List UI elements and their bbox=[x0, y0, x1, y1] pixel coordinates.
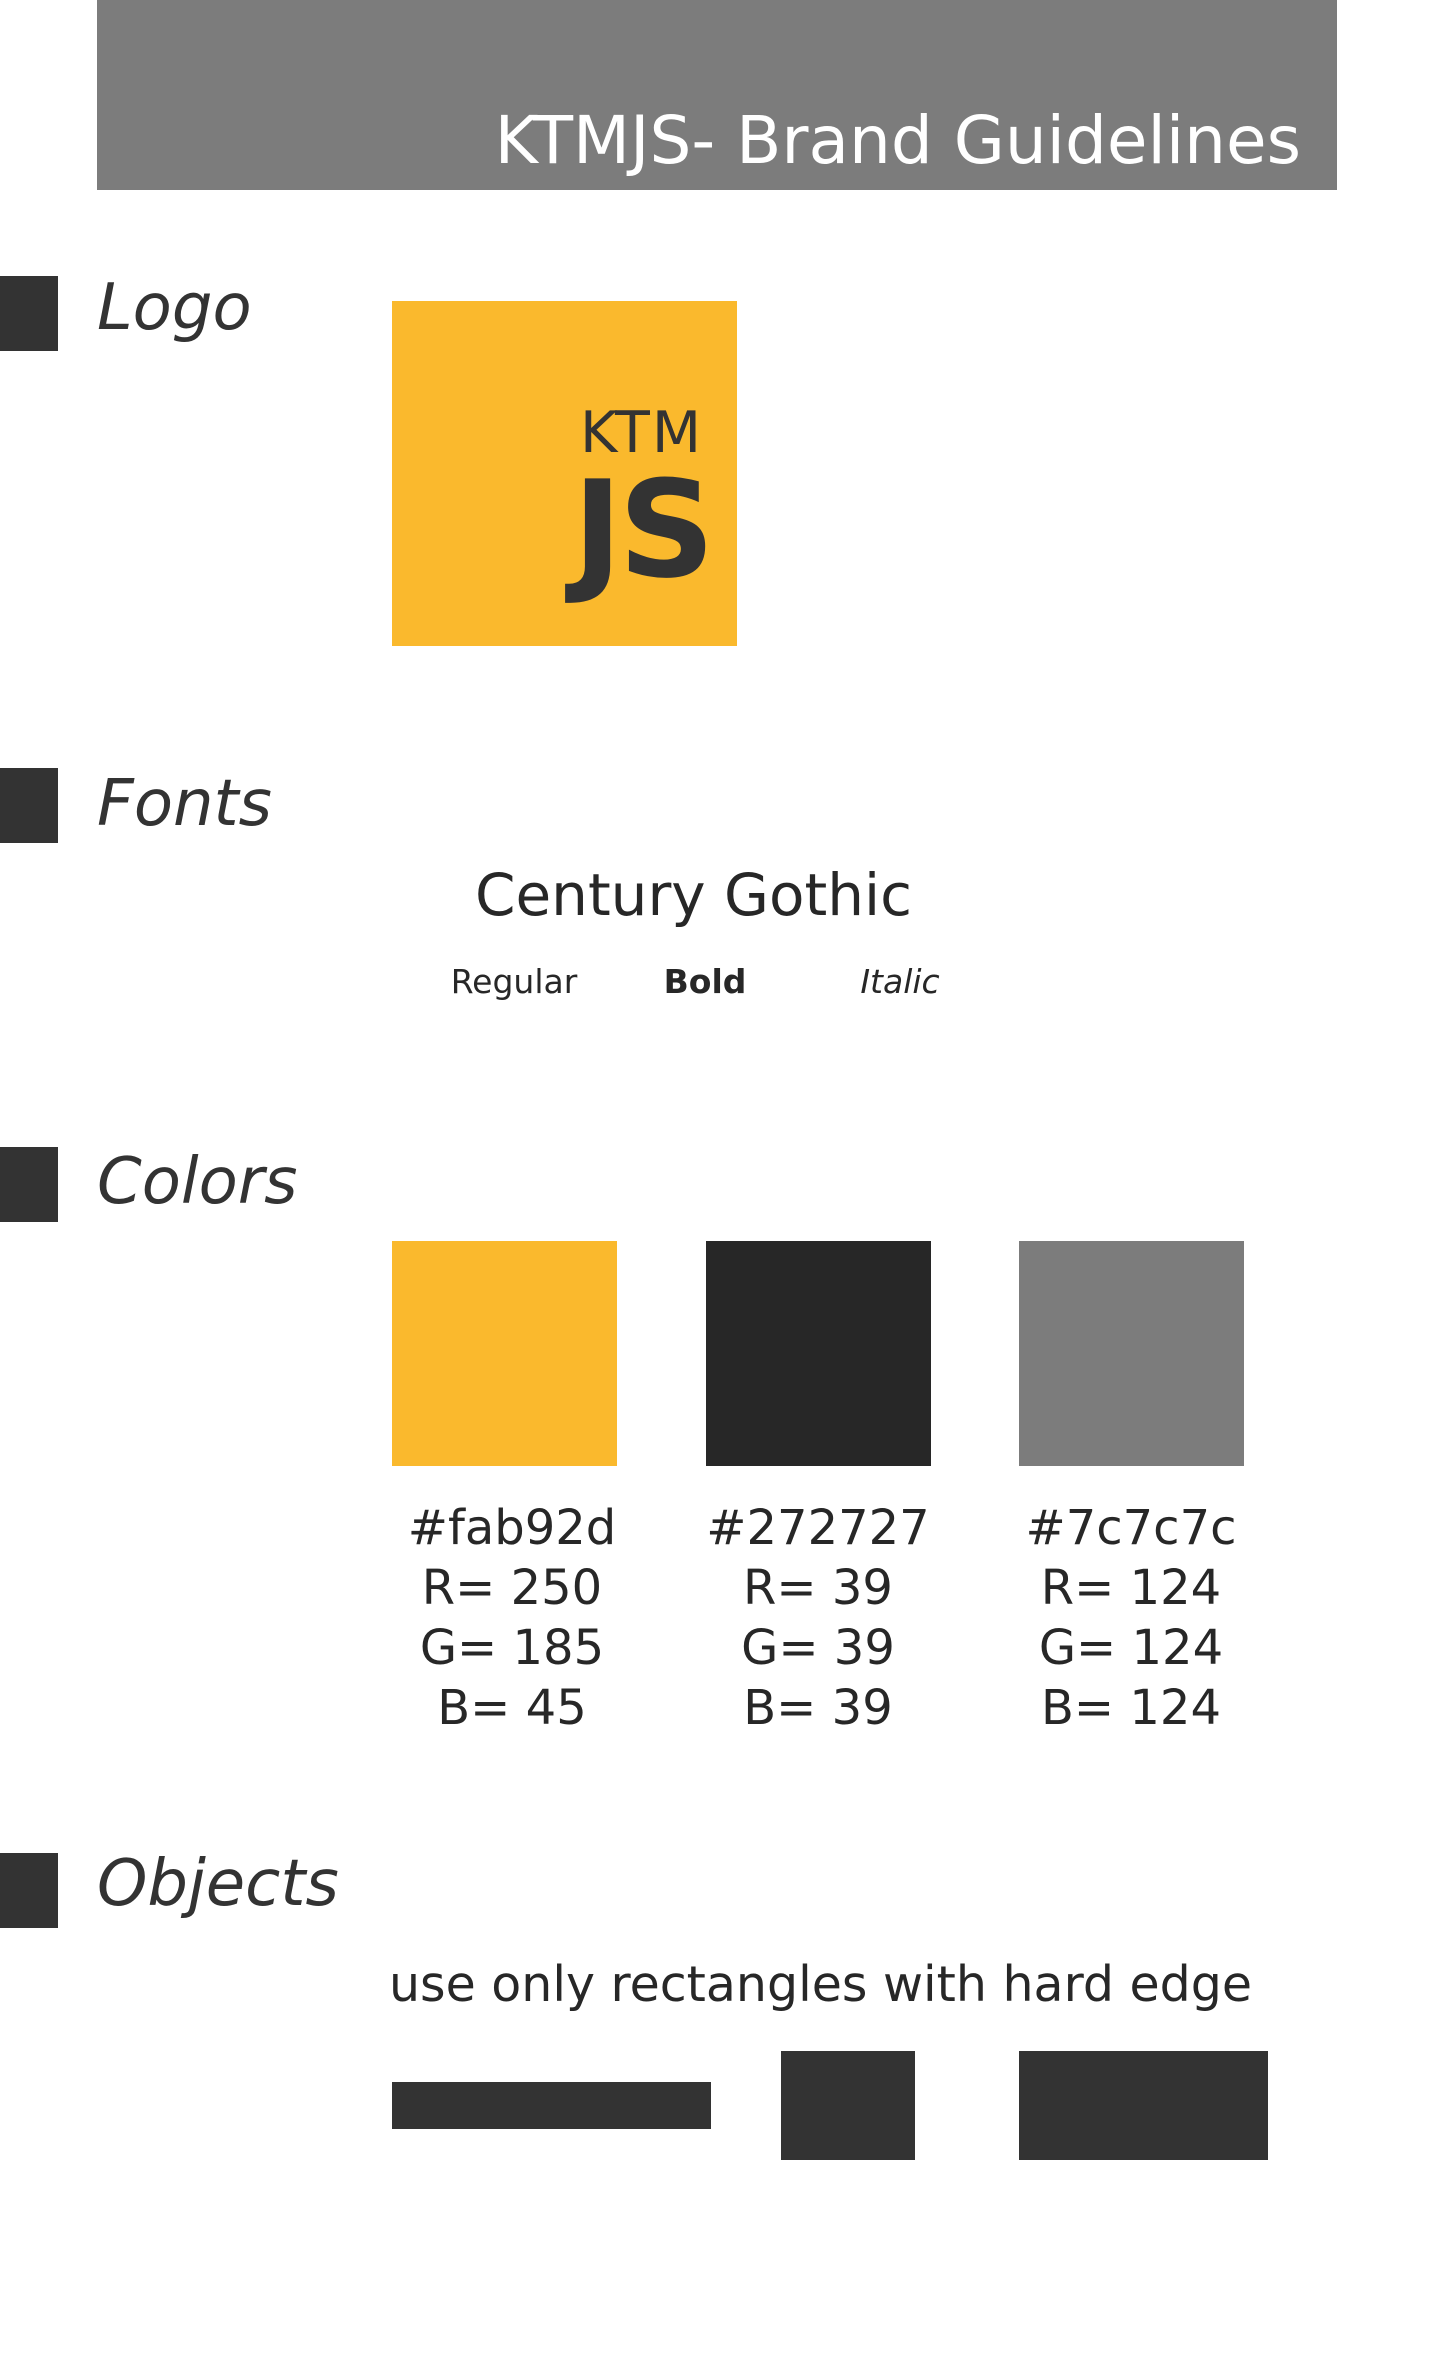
color-blue: B= 39 bbox=[743, 1680, 893, 1736]
objects-section-marker bbox=[0, 1853, 58, 1928]
fonts-section-marker bbox=[0, 768, 58, 843]
color-info-black: #272727 R= 39 G= 39 B= 39 bbox=[668, 1498, 968, 1738]
header-banner: KTMJS- Brand Guidelines bbox=[97, 0, 1337, 190]
color-red: R= 39 bbox=[743, 1560, 893, 1616]
color-red: R= 250 bbox=[421, 1560, 603, 1616]
object-large-rectangle bbox=[1019, 2051, 1268, 2160]
ktmjs-logo: KTM JS bbox=[392, 301, 737, 646]
colors-section-marker bbox=[0, 1147, 58, 1222]
font-style-italic: Italic bbox=[860, 962, 940, 1001]
objects-section-heading: Objects bbox=[97, 1847, 339, 1921]
page-title: KTMJS- Brand Guidelines bbox=[494, 102, 1301, 179]
font-family-name: Century Gothic bbox=[475, 861, 912, 929]
color-swatch-yellow bbox=[392, 1241, 617, 1466]
color-swatch-gray bbox=[1019, 1241, 1244, 1466]
color-info-yellow: #fab92d R= 250 G= 185 B= 45 bbox=[362, 1498, 662, 1738]
colors-section-heading: Colors bbox=[97, 1145, 298, 1219]
color-hex: #fab92d bbox=[407, 1500, 617, 1556]
color-blue: B= 124 bbox=[1040, 1680, 1222, 1736]
color-info-gray: #7c7c7c R= 124 G= 124 B= 124 bbox=[981, 1498, 1281, 1738]
color-green: G= 124 bbox=[1038, 1620, 1224, 1676]
color-blue: B= 45 bbox=[437, 1680, 587, 1736]
color-red: R= 124 bbox=[1040, 1560, 1222, 1616]
logo-ktm-text: KTM bbox=[580, 400, 703, 466]
font-style-regular: Regular bbox=[450, 962, 578, 1001]
object-wide-rectangle bbox=[392, 2082, 711, 2129]
color-hex: #272727 bbox=[706, 1500, 930, 1556]
fonts-section-heading: Fonts bbox=[97, 767, 272, 841]
logo-section-marker bbox=[0, 276, 58, 351]
logo-section-heading: Logo bbox=[97, 271, 252, 345]
font-style-bold: Bold bbox=[663, 962, 747, 1001]
color-swatch-black bbox=[706, 1241, 931, 1466]
objects-description: use only rectangles with hard edge bbox=[389, 1956, 1253, 2013]
color-hex: #7c7c7c bbox=[1025, 1500, 1237, 1556]
color-green: G= 39 bbox=[741, 1620, 895, 1676]
logo-js-text: JS bbox=[572, 452, 715, 608]
color-green: G= 185 bbox=[419, 1620, 605, 1676]
object-small-rectangle bbox=[781, 2051, 915, 2160]
